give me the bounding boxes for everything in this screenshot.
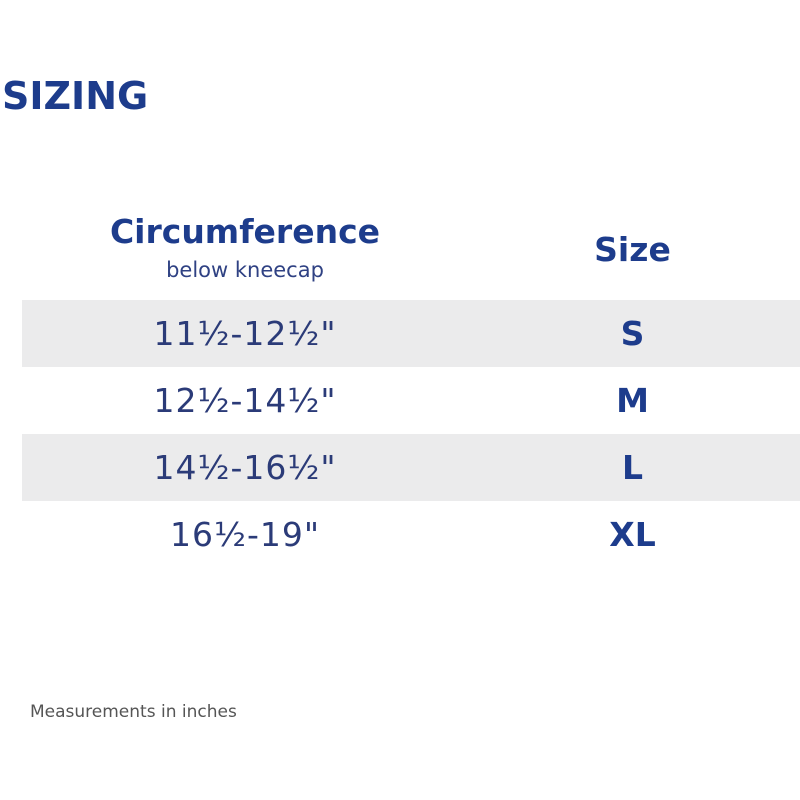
circumference-cell: 14½-16½" bbox=[153, 448, 337, 487]
column-header-circumference: Circumference bbox=[109, 212, 381, 251]
circumference-cell: 11½-12½" bbox=[153, 314, 337, 353]
page-title: SIZING bbox=[2, 74, 149, 118]
size-cell: XL bbox=[609, 515, 656, 554]
table-row: 11½-12½" S bbox=[22, 300, 800, 367]
circumference-cell: 16½-19" bbox=[169, 515, 321, 554]
column-header-size: Size bbox=[594, 230, 671, 269]
circumference-cell: 12½-14½" bbox=[153, 381, 337, 420]
column-header-subtitle: below kneecap bbox=[166, 258, 324, 282]
size-cell: M bbox=[616, 381, 649, 420]
size-cell: S bbox=[620, 314, 645, 353]
table-row: 12½-14½" M bbox=[22, 367, 800, 434]
size-cell: L bbox=[621, 448, 644, 487]
table-row: 16½-19" XL bbox=[22, 501, 800, 568]
table-row: 14½-16½" L bbox=[22, 434, 800, 501]
measurement-note: Measurements in inches bbox=[30, 702, 237, 722]
